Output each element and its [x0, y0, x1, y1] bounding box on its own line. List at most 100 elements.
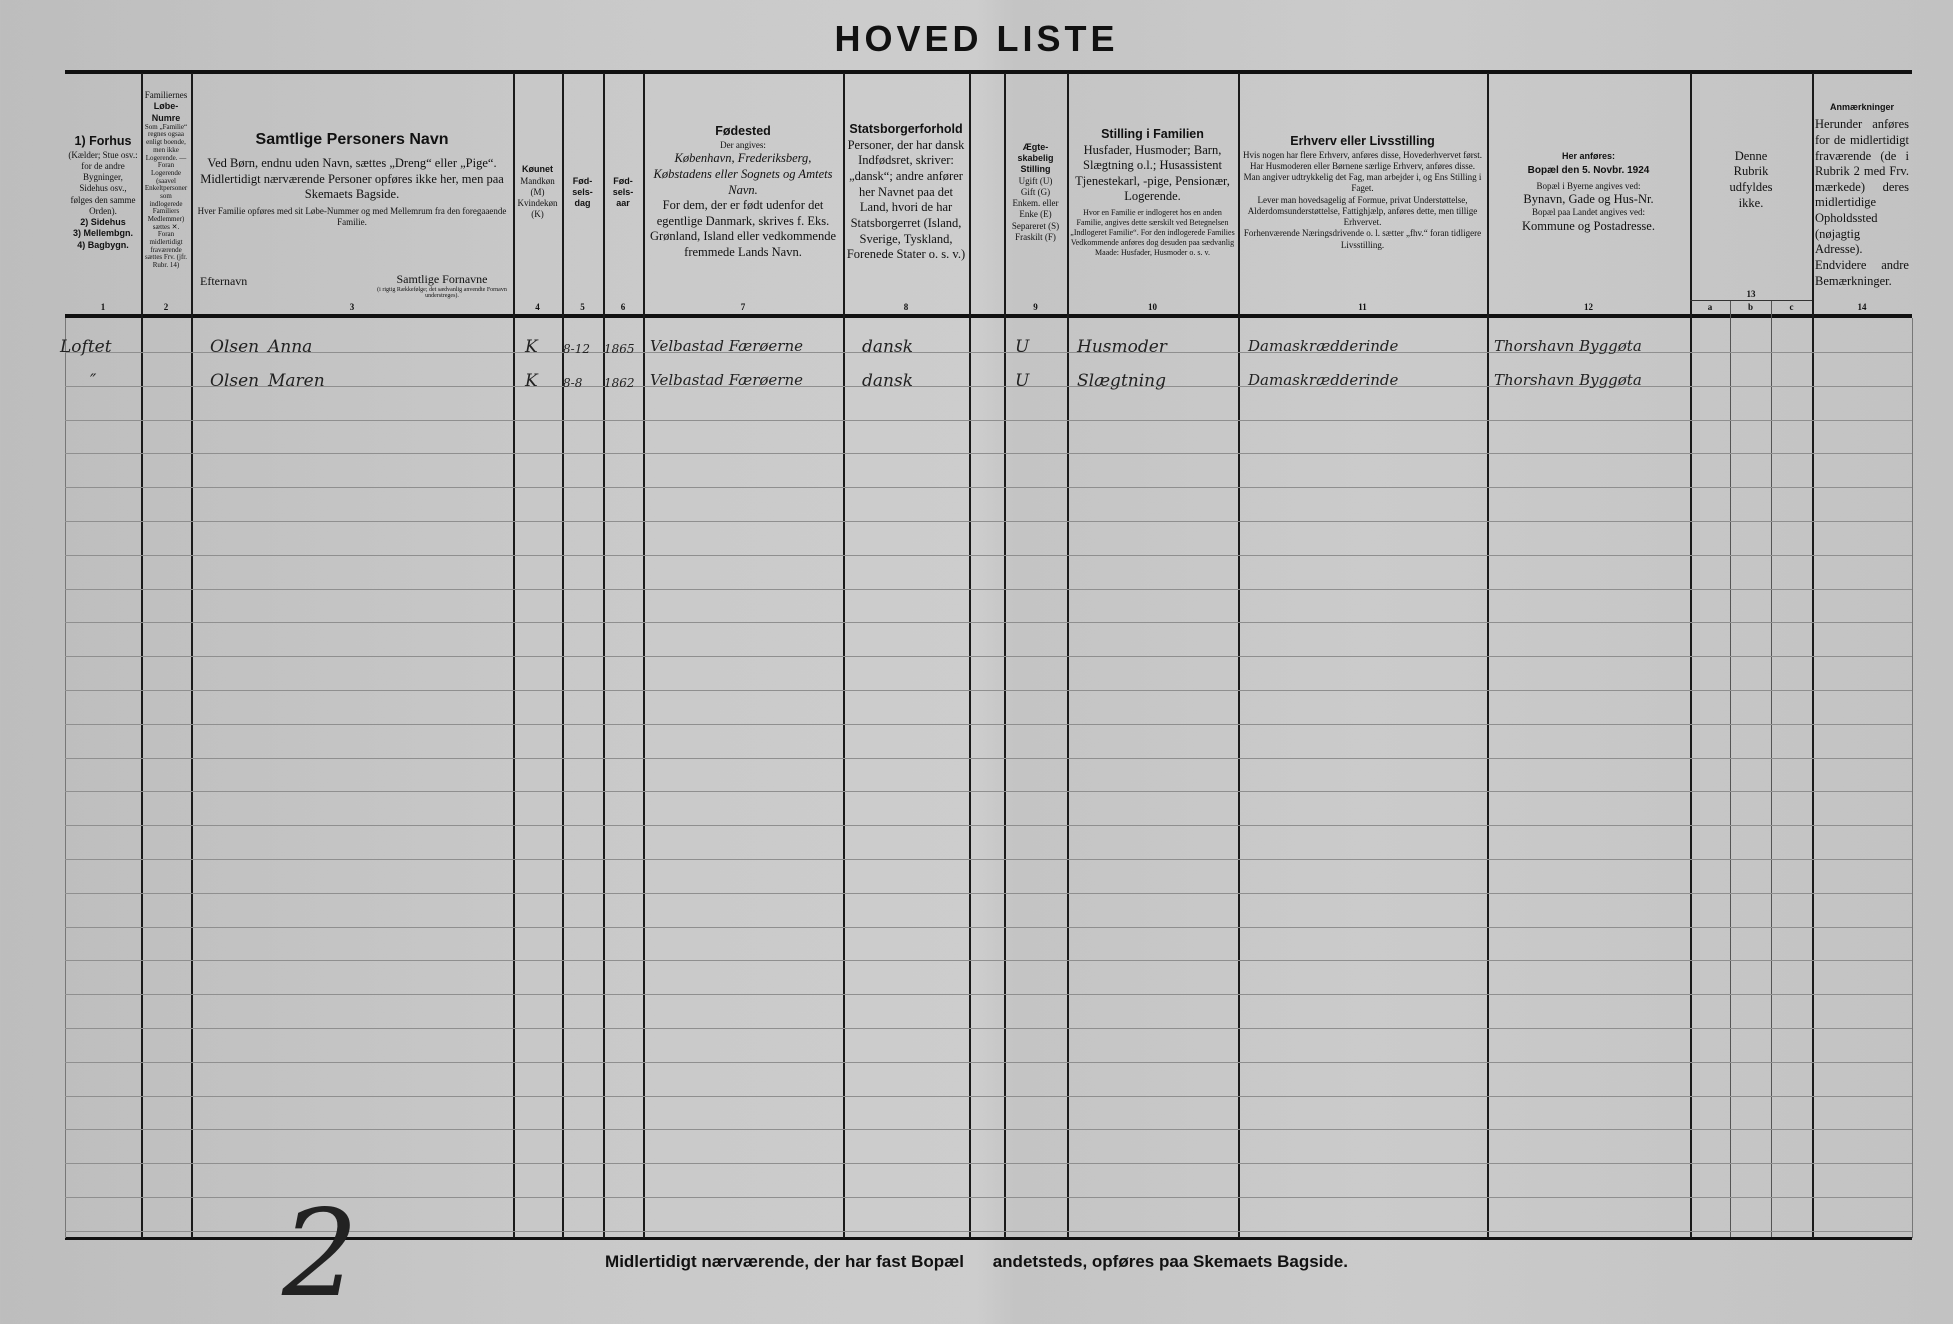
ruled-line: [65, 1028, 1912, 1029]
entry-given: Maren: [268, 371, 325, 391]
col-number: 5: [580, 302, 585, 312]
header-col-2: Familiernes Løbe-Numre Som „Familie“ reg…: [144, 90, 188, 270]
header-surname: Efternavn: [200, 274, 248, 288]
entry-marital: U: [1015, 371, 1030, 391]
footer-right: andetsteds, opføres paa Skemaets Bagside…: [992, 1252, 1348, 1271]
column-divider: [141, 73, 143, 1238]
column-divider: [562, 73, 564, 1238]
entry-sex: K: [525, 337, 538, 357]
entry-birthplace: Velbastad Færøerne: [650, 371, 803, 389]
ruled-line: [65, 1197, 1912, 1198]
col13-subrule: [1690, 300, 1812, 301]
header-given-names: Samtlige Fornavne (i rigtig Rækkefølge; …: [372, 272, 512, 299]
column-divider: [1912, 318, 1913, 1238]
header-col-10: Stilling i Familien Husfader, Husmoder; …: [1070, 126, 1235, 258]
header-col-7: Fødested Der angives: København, Frederi…: [649, 124, 837, 259]
col-13b: b: [1747, 302, 1753, 312]
header-col-14: Anmærkninger Herunder anføres for de mid…: [1815, 102, 1909, 288]
header-col-9: Ægte-skabelig Stilling Ugift (U) Gift (G…: [1011, 141, 1060, 242]
ruled-line: [65, 554, 1912, 556]
table-bottom-rule: [65, 1237, 1912, 1240]
ruled-line: [65, 521, 1912, 522]
column-divider: [843, 73, 845, 1238]
col-number: 8: [903, 302, 909, 312]
header-col-4: Køunet Mandkøn (M) Kvindekøn (K): [517, 164, 558, 220]
header-col-13: Denne Rubrik udfyldes ikke.: [1729, 148, 1773, 210]
col-number: 9: [1033, 302, 1038, 312]
entry-family-position: Husmoder: [1077, 337, 1167, 357]
column-divider: [1004, 73, 1006, 1238]
col-13a: a: [1707, 302, 1713, 312]
entry-residence: Thorshavn Byggøta: [1494, 371, 1642, 389]
ruled-line: [65, 723, 1912, 725]
ruled-line: [65, 960, 1912, 962]
ruled-line: [65, 1095, 1912, 1097]
ruled-line: [65, 588, 1912, 590]
top-rule: [65, 70, 1912, 74]
ruled-line: [65, 1129, 1912, 1131]
ruled-line: [65, 859, 1912, 860]
ruled-line: [65, 892, 1912, 894]
entry-residence: Thorshavn Byggøta: [1494, 337, 1642, 355]
entry-citizenship: dansk: [862, 337, 913, 357]
ruled-line: [65, 453, 1912, 455]
entry-birth-day: 8-12: [563, 342, 590, 356]
col-number: 4: [535, 302, 540, 312]
column-divider: [969, 73, 971, 1238]
header-col-11: Erhverv eller Livsstilling Hvis nogen ha…: [1242, 134, 1483, 250]
column-divider: [65, 318, 66, 1238]
ruled-line: [65, 825, 1912, 827]
given-names-note: (i rigtig Rækkefølge; det sædvanlig anve…: [377, 287, 507, 299]
ruled-line: [65, 926, 1912, 928]
column-divider: [603, 73, 605, 1238]
header-col-12: Her anføres: Bopæl den 5. Novbr. 1924 Bo…: [1522, 150, 1655, 233]
header-bottom-rule: [65, 314, 1912, 318]
header-col-8: Statsborgerforhold Personer, der har dan…: [846, 122, 966, 262]
entry-given: Anna: [268, 337, 313, 357]
col-number: 14: [1857, 302, 1867, 312]
column-divider: [1730, 300, 1731, 1237]
column-divider: [1812, 73, 1814, 1238]
col-number: 3: [349, 302, 355, 312]
column-divider: [643, 73, 645, 1238]
entry-birthplace: Velbastad Færøerne: [650, 337, 803, 355]
given-names-label: Samtlige Fornavne: [396, 272, 488, 286]
entry-building: ″: [90, 371, 97, 391]
footer-note: Midlertidigt nærværende, der har fast Bo…: [0, 1252, 1953, 1272]
entry-birth-year: 1865: [604, 342, 635, 356]
ruled-line: [65, 994, 1912, 996]
ruled-line: [65, 656, 1912, 658]
col-number-13: 13: [1746, 289, 1756, 299]
ruled-line: [65, 1061, 1912, 1063]
col-number: 6: [620, 302, 626, 312]
ruled-line: [65, 622, 1912, 624]
entry-sex: K: [525, 371, 538, 391]
ruled-line: [65, 791, 1912, 793]
col-number: 11: [1358, 302, 1367, 312]
entry-surname: Olsen: [210, 337, 260, 357]
ruled-line: [65, 352, 1912, 353]
column-divider: [1690, 73, 1692, 1238]
entry-surname: Olsen: [210, 371, 260, 391]
ruled-line: [65, 419, 1912, 421]
col-number: 2: [163, 302, 169, 312]
entry-occupation: Damaskrædderinde: [1248, 337, 1399, 355]
column-divider: [1487, 73, 1489, 1238]
entry-marital: U: [1015, 337, 1030, 357]
entry-birth-year: 1862: [604, 376, 635, 390]
entry-occupation: Damaskrædderinde: [1248, 371, 1399, 389]
entry-birth-day: 8-8: [563, 376, 583, 390]
header-col-6: Fød-sels-aar: [612, 175, 634, 209]
column-divider: [1238, 73, 1240, 1238]
col-number: 10: [1148, 302, 1157, 312]
footer-left: Midlertidigt nærværende, der har fast Bo…: [605, 1252, 964, 1271]
page-title: HOVED LISTE: [834, 18, 1119, 59]
col-number: 1: [100, 302, 106, 312]
ruled-line: [65, 1163, 1912, 1165]
ruled-line: [65, 757, 1912, 759]
ruled-line: [65, 690, 1912, 691]
entry-citizenship: dansk: [862, 371, 913, 391]
ruled-line: [65, 385, 1912, 387]
header-col-3: Samtlige Personers Navn Ved Børn, endnu …: [197, 131, 507, 228]
handwritten-page-number: 2: [282, 1185, 359, 1324]
